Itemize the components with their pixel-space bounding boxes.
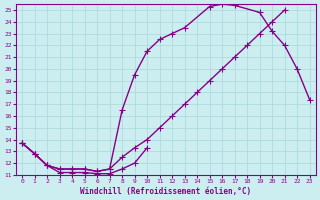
- X-axis label: Windchill (Refroidissement éolien,°C): Windchill (Refroidissement éolien,°C): [80, 187, 252, 196]
